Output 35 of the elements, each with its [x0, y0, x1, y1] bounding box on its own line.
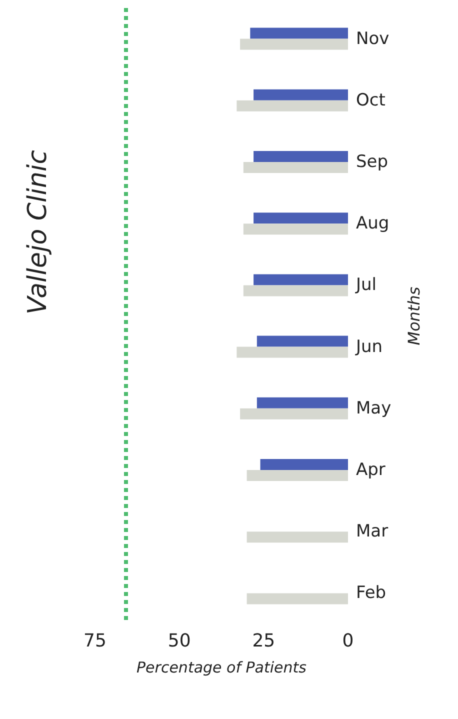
bar [254, 274, 348, 286]
y-tick-label: Jun [355, 336, 383, 357]
y-axis-title: Months [404, 286, 424, 346]
bar [246, 593, 348, 604]
bar [256, 336, 348, 347]
text: Vallejo Clinic [23, 150, 53, 314]
y-tick-label: Nov [356, 28, 390, 49]
bar [254, 212, 348, 224]
bar [250, 28, 348, 39]
y-tick-label: Jul [355, 275, 377, 296]
bar [256, 397, 348, 408]
bar [254, 89, 348, 100]
x-tick-label: 0 [342, 630, 354, 652]
y-tick-label: Mar [356, 522, 388, 542]
x-tick-label: 25 [252, 630, 276, 652]
y-tick-label: May [356, 398, 392, 418]
x-tick-label: 50 [168, 630, 191, 652]
y-tick-label: Apr [356, 460, 386, 480]
bar [236, 100, 348, 112]
bar [243, 162, 348, 173]
y-tick-label: Oct [356, 90, 386, 110]
bar [246, 532, 348, 543]
bar [240, 408, 348, 420]
bar [240, 38, 348, 50]
x-tick-label: 75 [84, 630, 106, 652]
y-tick-label: Aug [356, 214, 390, 234]
x-axis-title: Percentage of Patients [136, 658, 307, 676]
bar [246, 470, 348, 481]
bar [243, 224, 348, 235]
y-tick-label: Feb [356, 583, 386, 604]
bar [243, 285, 348, 296]
y-tick-label: Sep [356, 152, 388, 172]
bar [260, 459, 348, 470]
bar [254, 151, 348, 162]
bar [236, 346, 348, 358]
